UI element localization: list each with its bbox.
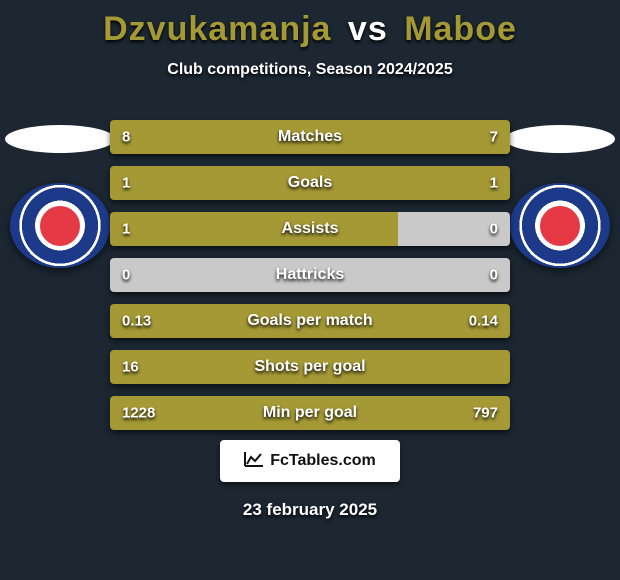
comparison-title: Dzvukamanja vs Maboe — [0, 0, 620, 49]
branding-label: FcTables.com — [270, 452, 376, 470]
stat-value-right: 1 — [490, 175, 498, 192]
stat-row: 1 1 Goals — [110, 166, 510, 200]
stat-value-left: 8 — [122, 129, 130, 146]
left-player-column — [0, 125, 120, 268]
stat-value-right: 7 — [490, 129, 498, 146]
player1-name: Dzvukamanja — [103, 10, 331, 48]
snapshot-date: 23 february 2025 — [243, 500, 377, 520]
fctables-branding: FcTables.com — [220, 440, 400, 482]
player2-name: Maboe — [404, 10, 517, 48]
stat-label: Goals per match — [247, 312, 372, 330]
player-photo-placeholder — [505, 125, 615, 153]
left-club-logo — [10, 183, 110, 268]
stat-bar-left — [110, 166, 310, 200]
stat-bar-left — [110, 212, 398, 246]
vs-label: vs — [348, 10, 388, 48]
stat-label: Hattricks — [276, 266, 344, 284]
stat-label: Shots per goal — [254, 358, 365, 376]
stat-label: Min per goal — [263, 404, 357, 422]
stats-bars-container: 8 7 Matches 1 1 Goals 1 0 Assists 0 0 Hattricks 0.13… — [110, 120, 510, 442]
right-club-logo — [510, 183, 610, 268]
stat-label: Matches — [278, 128, 342, 146]
competition-subtitle: Club competitions, Season 2024/2025 — [0, 61, 620, 79]
stat-label: Assists — [282, 220, 339, 238]
stat-value-left: 1 — [122, 175, 130, 192]
stat-value-left: 1228 — [122, 405, 155, 422]
player-photo-placeholder — [5, 125, 115, 153]
stat-bar-right — [310, 166, 510, 200]
stat-row: 16 Shots per goal — [110, 350, 510, 384]
stat-value-right: 0 — [490, 221, 498, 238]
stat-value-right: 0.14 — [469, 313, 498, 330]
stat-value-right: 0 — [490, 267, 498, 284]
stat-bar-right — [322, 120, 510, 154]
chart-icon — [244, 451, 264, 472]
stat-value-left: 1 — [122, 221, 130, 238]
stat-value-left: 16 — [122, 359, 139, 376]
stat-row: 1 0 Assists — [110, 212, 510, 246]
stat-row: 8 7 Matches — [110, 120, 510, 154]
stat-row: 1228 797 Min per goal — [110, 396, 510, 430]
stat-row: 0 0 Hattricks — [110, 258, 510, 292]
stat-value-right: 797 — [473, 405, 498, 422]
stat-label: Goals — [288, 174, 332, 192]
right-player-column — [500, 125, 620, 268]
stat-value-left: 0.13 — [122, 313, 151, 330]
stat-row: 0.13 0.14 Goals per match — [110, 304, 510, 338]
stat-value-left: 0 — [122, 267, 130, 284]
